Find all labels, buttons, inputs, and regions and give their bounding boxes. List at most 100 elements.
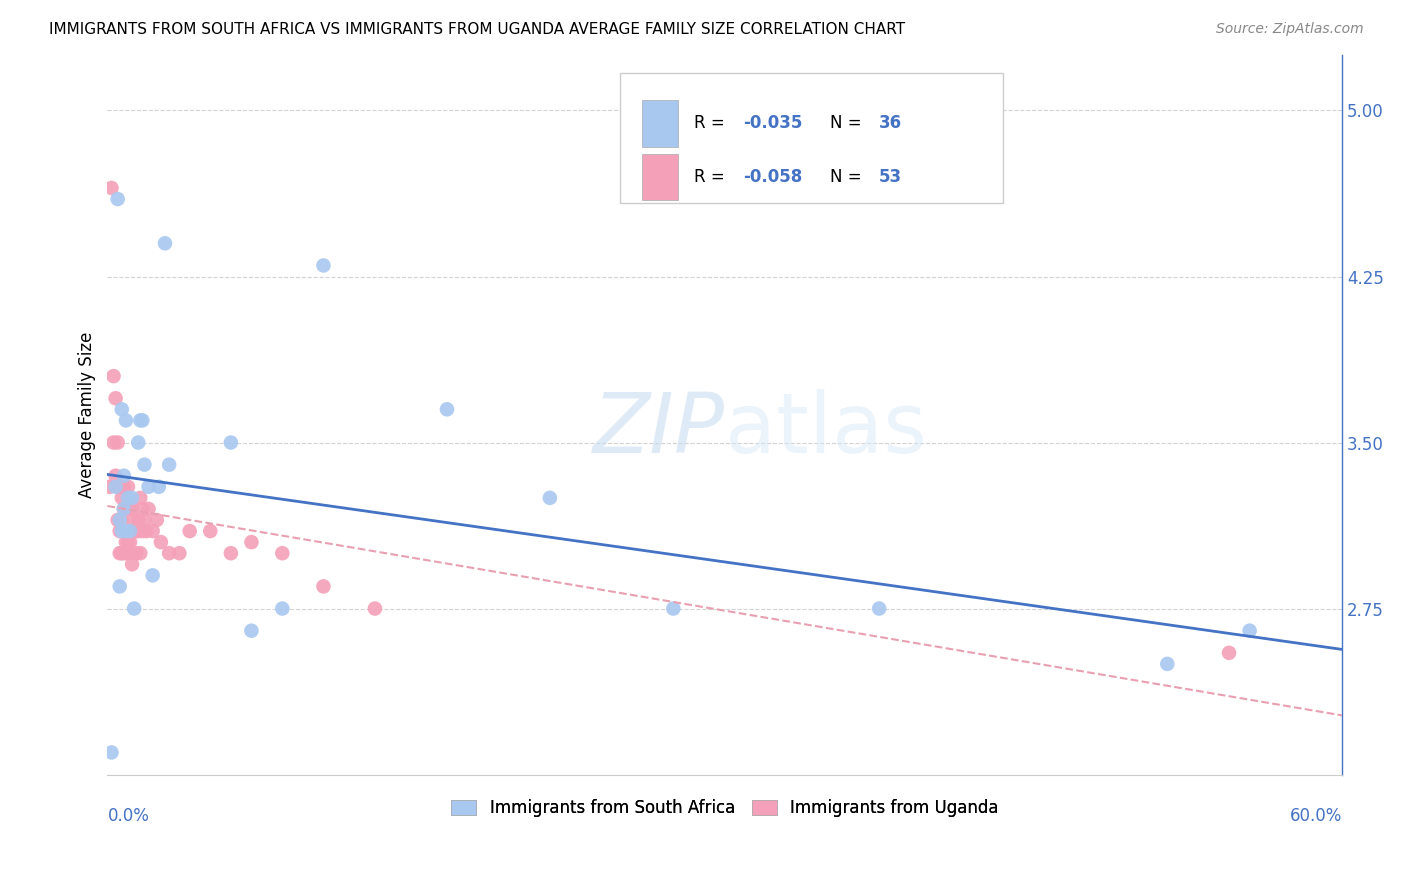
Point — [127, 435, 149, 450]
Point — [436, 402, 458, 417]
Point — [100, 181, 122, 195]
Point — [111, 546, 134, 560]
Point — [135, 524, 157, 538]
Point — [115, 524, 138, 538]
Point — [1156, 657, 1178, 671]
Point — [112, 502, 135, 516]
Point — [127, 524, 149, 538]
Text: 53: 53 — [879, 169, 903, 186]
Text: -0.058: -0.058 — [744, 169, 803, 186]
Point — [131, 524, 153, 538]
Point — [142, 568, 165, 582]
Point — [104, 468, 127, 483]
Text: R =: R = — [695, 114, 730, 133]
Point — [129, 413, 152, 427]
Point — [121, 491, 143, 505]
Point — [108, 579, 131, 593]
Text: IMMIGRANTS FROM SOUTH AFRICA VS IMMIGRANTS FROM UGANDA AVERAGE FAMILY SIZE CORRE: IMMIGRANTS FROM SOUTH AFRICA VS IMMIGRAN… — [49, 22, 905, 37]
Text: N =: N = — [830, 114, 866, 133]
Point — [122, 513, 145, 527]
Point — [107, 513, 129, 527]
Point — [312, 259, 335, 273]
Point — [107, 192, 129, 206]
Point — [868, 601, 890, 615]
Point — [112, 502, 135, 516]
Text: ZIP: ZIP — [593, 389, 725, 470]
Point — [117, 491, 139, 505]
Point — [125, 546, 148, 560]
Point — [118, 535, 141, 549]
Point — [118, 502, 141, 516]
Point — [364, 601, 387, 615]
Point — [131, 413, 153, 427]
Text: -0.035: -0.035 — [744, 114, 803, 133]
FancyBboxPatch shape — [643, 101, 678, 146]
Text: 0.0%: 0.0% — [107, 807, 149, 825]
Point — [200, 524, 222, 538]
Point — [219, 546, 242, 560]
Text: 60.0%: 60.0% — [1289, 807, 1343, 825]
FancyBboxPatch shape — [620, 73, 1002, 202]
Point — [169, 546, 191, 560]
Point — [127, 513, 149, 527]
Point — [129, 491, 152, 505]
Text: 36: 36 — [879, 114, 903, 133]
Point — [121, 558, 143, 572]
Point — [312, 579, 335, 593]
Point — [271, 546, 294, 560]
Point — [112, 468, 135, 483]
Point — [108, 524, 131, 538]
Point — [118, 524, 141, 538]
Point — [125, 524, 148, 538]
Point — [121, 502, 143, 516]
Point — [146, 513, 169, 527]
Point — [103, 435, 125, 450]
Point — [115, 413, 138, 427]
Point — [219, 435, 242, 450]
Text: atlas: atlas — [725, 389, 927, 470]
Point — [112, 480, 135, 494]
Point — [103, 369, 125, 384]
Point — [153, 236, 176, 251]
Point — [157, 546, 180, 560]
Point — [138, 502, 160, 516]
Point — [111, 491, 134, 505]
Point — [149, 535, 172, 549]
Text: N =: N = — [830, 169, 866, 186]
Point — [117, 480, 139, 494]
Point — [1218, 646, 1240, 660]
Point — [240, 624, 263, 638]
Point — [1239, 624, 1261, 638]
Point — [122, 524, 145, 538]
Y-axis label: Average Family Size: Average Family Size — [79, 332, 96, 498]
Point — [134, 458, 156, 472]
Point — [122, 601, 145, 615]
Text: Source: ZipAtlas.com: Source: ZipAtlas.com — [1216, 22, 1364, 37]
Point — [111, 524, 134, 538]
Point — [134, 513, 156, 527]
Point — [108, 480, 131, 494]
Point — [111, 513, 134, 527]
Point — [111, 402, 134, 417]
Point — [108, 546, 131, 560]
Point — [117, 546, 139, 560]
Point — [271, 601, 294, 615]
Point — [115, 535, 138, 549]
Legend: Immigrants from South Africa, Immigrants from Uganda: Immigrants from South Africa, Immigrants… — [444, 792, 1005, 824]
Point — [104, 391, 127, 405]
Point — [142, 524, 165, 538]
Point — [117, 535, 139, 549]
FancyBboxPatch shape — [643, 154, 678, 201]
Point — [148, 480, 170, 494]
Point — [107, 435, 129, 450]
Point — [100, 746, 122, 760]
Point — [112, 546, 135, 560]
Point — [240, 535, 263, 549]
Point — [179, 524, 201, 538]
Point — [115, 502, 138, 516]
Point — [538, 491, 561, 505]
Point — [662, 601, 685, 615]
Point — [104, 480, 127, 494]
Point — [129, 546, 152, 560]
Point — [98, 480, 121, 494]
